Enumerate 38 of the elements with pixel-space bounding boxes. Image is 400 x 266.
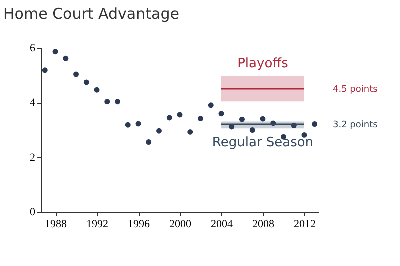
x-tick-label: 1992 [86, 218, 109, 230]
point [146, 140, 152, 146]
point [260, 116, 266, 122]
point [177, 112, 183, 118]
point [218, 111, 224, 117]
x-tick-label: 1988 [45, 218, 68, 230]
point [42, 68, 48, 74]
point [198, 116, 204, 122]
point [115, 99, 120, 105]
x-tick-label: 2008 [252, 218, 275, 230]
point [74, 72, 80, 78]
y-tick-label: 0 [30, 206, 36, 218]
text: 4.5 points [333, 85, 378, 95]
point [84, 80, 90, 86]
point [125, 122, 131, 128]
point [312, 122, 318, 127]
point [188, 129, 194, 135]
point [250, 128, 256, 134]
y-tick-label: 6 [30, 42, 36, 54]
x-tick-label: 2000 [170, 218, 192, 230]
point [240, 116, 245, 122]
point [166, 115, 172, 121]
point [63, 56, 69, 62]
x-tick-label: 2004 [210, 218, 234, 230]
x-tick-label: 2012 [294, 218, 316, 230]
point [136, 121, 142, 127]
series-label: Playoffs [238, 56, 289, 72]
series-label: Regular Season [212, 136, 314, 151]
point [208, 102, 214, 108]
point [156, 128, 162, 134]
y-tick-label: 4 [30, 97, 36, 110]
point [52, 49, 58, 55]
point [104, 99, 110, 105]
point [94, 87, 100, 93]
text: 3.2 points [333, 120, 378, 131]
chart-title: Home Court Advantage [4, 5, 180, 23]
x-tick-label: 1996 [128, 218, 151, 230]
y-tick-label: 2 [30, 152, 36, 164]
